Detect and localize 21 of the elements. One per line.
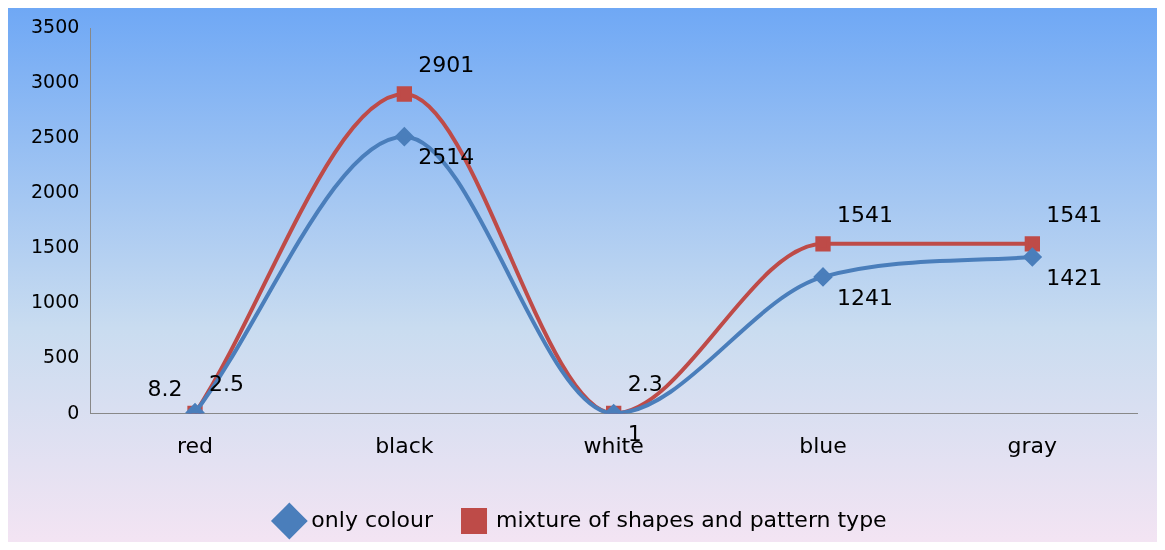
y-tick-label: 2500 <box>30 125 80 148</box>
y-tick-label: 500 <box>43 345 80 368</box>
y-tick-label: 2000 <box>30 180 80 203</box>
y-tick-label: 0 <box>67 400 80 423</box>
x-tick-label: gray <box>1007 432 1058 458</box>
y-tick-label: 1500 <box>30 235 80 258</box>
legend-label: only colour <box>311 506 434 532</box>
x-tick-label: blue <box>799 432 847 458</box>
y-tick-label: 3500 <box>30 14 80 37</box>
data-label: 1421 <box>1046 264 1103 290</box>
y-tick-label: 1000 <box>30 290 80 313</box>
data-label: 2901 <box>418 51 475 77</box>
data-label: 8.2 <box>147 376 183 402</box>
legend-label: mixture of shapes and pattern type <box>496 506 887 532</box>
x-tick-label: red <box>176 432 214 458</box>
data-label: 1541 <box>837 201 894 227</box>
y-tick-label: 3000 <box>30 70 80 93</box>
data-label: 1241 <box>837 284 894 310</box>
x-tick-label: black <box>375 432 434 458</box>
data-label: 2.3 <box>627 371 663 397</box>
data-label: 1541 <box>1046 201 1103 227</box>
